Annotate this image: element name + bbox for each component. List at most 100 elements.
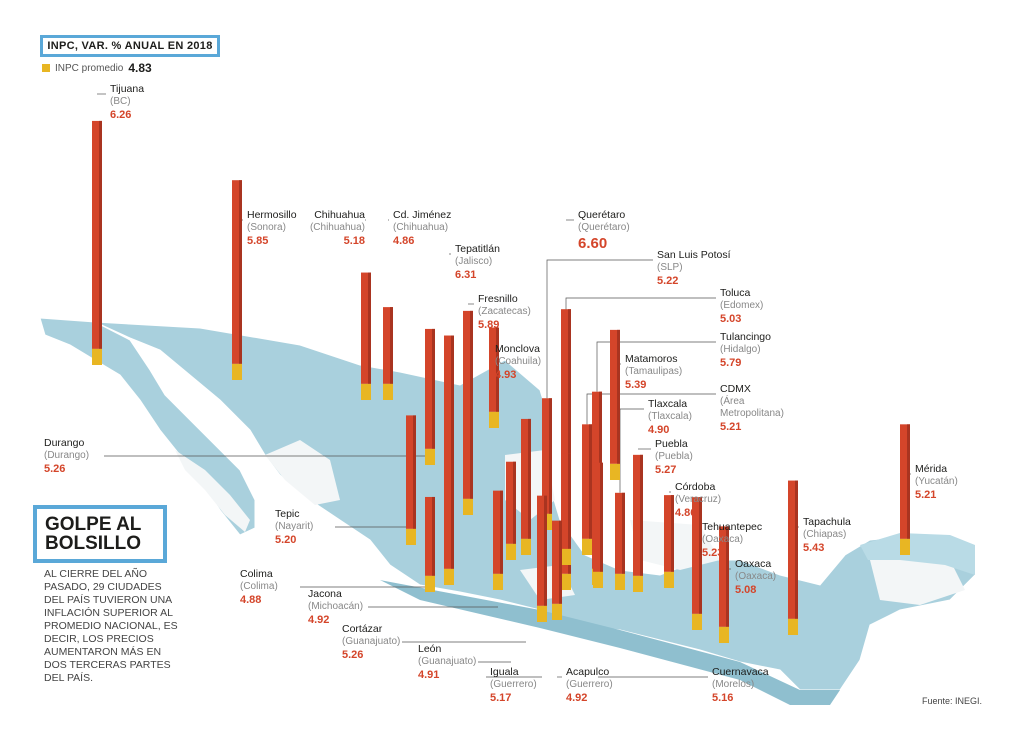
- city-value-tehuantepec: 5.23: [702, 547, 723, 559]
- bar-average-leon: [506, 543, 516, 560]
- city-state-acapulco: (Guerrero): [566, 679, 613, 690]
- city-name-cordoba: Córdoba: [675, 481, 715, 493]
- city-value-fresnillo: 5.89: [478, 319, 499, 331]
- bar-tijuana: [92, 120, 102, 349]
- bar-san-luis-potosi: [542, 398, 552, 514]
- bar-average-colima: [425, 575, 435, 592]
- city-value-hermosillo: 5.85: [247, 235, 268, 247]
- bar-shade-cordoba: [671, 495, 674, 572]
- city-state-tlaxcala: (Tlaxcala): [648, 411, 692, 422]
- city-value-matamoros: 5.39: [625, 379, 646, 391]
- bar-average-merida: [900, 538, 910, 555]
- city-state-tijuana: (BC): [110, 96, 131, 107]
- city-state-cordoba: (Veracruz): [675, 494, 721, 505]
- city-labels: Tijuana(BC) 6.26 Hermosillo(Sonora) 5.85 Chi…: [44, 83, 958, 704]
- city-value-tepatitlan: 6.31: [455, 269, 476, 281]
- city-value-cd-jimenez: 4.86: [393, 235, 414, 247]
- city-state-colima: (Colima): [240, 581, 278, 592]
- bar-average-fresnillo: [463, 498, 473, 515]
- bar-cd-jimenez: [383, 307, 393, 384]
- city-name-tulancingo: Tulancingo: [720, 331, 771, 343]
- city-value-san-luis-potosi: 5.22: [657, 275, 678, 287]
- bar-shade-iguala: [544, 495, 547, 606]
- bar-shade-leon: [513, 461, 516, 544]
- average-label: INPC promedio: [55, 62, 124, 74]
- bar-average-tapachula: [788, 618, 798, 635]
- bar-average-cortazar: [521, 538, 531, 555]
- bar-shade-cdmx: [589, 424, 592, 539]
- city-state-monclova: (Coahuila): [495, 356, 541, 367]
- city-state-leon: (Guanajuato): [418, 656, 476, 667]
- city-name-tijuana: Tijuana: [110, 83, 144, 95]
- city-state-queretaro: (Querétaro): [578, 222, 630, 233]
- city-name-merida: Mérida: [915, 463, 947, 475]
- bar-average-cuernavaca: [593, 571, 603, 588]
- city-name-hermosillo: Hermosillo: [247, 209, 297, 221]
- bar-shade-monclova: [496, 327, 499, 412]
- bar-fresnillo: [463, 310, 473, 499]
- city-value-puebla: 5.27: [655, 464, 676, 476]
- bar-shade-toluca: [568, 453, 571, 549]
- bar-matamoros: [610, 329, 620, 464]
- bars: [92, 120, 910, 643]
- sidebar-body: Al cierre del año pasado, 29 ciudades de…: [44, 568, 178, 684]
- average-value: 4.83: [128, 61, 152, 75]
- bar-shade-fresnillo: [470, 310, 473, 499]
- city-state-tehuantepec: (Oaxaca): [702, 534, 743, 545]
- city-name-cortazar: Cortázar: [342, 623, 383, 635]
- bar-colima: [425, 496, 435, 576]
- bar-average-queretaro: [561, 573, 571, 590]
- bar-shade-acapulco: [559, 520, 562, 604]
- city-state-2-cdmx: Metropolitana): [720, 408, 784, 419]
- bar-cuernavaca: [593, 462, 603, 572]
- bar-average-puebla: [633, 575, 643, 592]
- chart-title-box: INPC, VAR. % ANUAL EN 2018: [40, 35, 220, 57]
- bar-tlaxcala: [615, 492, 625, 574]
- city-name-monclova: Monclova: [495, 343, 540, 355]
- city-name-tepatitlan: Tepatitlán: [455, 243, 500, 255]
- city-state-cdmx: (Área: [720, 394, 745, 407]
- bar-shade-jacona: [500, 490, 503, 574]
- bar-tehuantepec: [692, 497, 702, 614]
- bar-puebla: [633, 454, 643, 576]
- city-state-cuernavaca: (Morelos): [712, 679, 754, 690]
- bar-average-tehuantepec: [692, 613, 702, 630]
- bar-shade-cuernavaca: [600, 462, 603, 572]
- bar-average-tlaxcala: [615, 573, 625, 590]
- bar-average-cordoba: [664, 571, 674, 588]
- city-name-durango: Durango: [44, 437, 84, 449]
- city-state-oaxaca: (Oaxaca): [735, 571, 776, 582]
- city-value-merida: 5.21: [915, 489, 936, 501]
- bar-oaxaca: [719, 526, 729, 627]
- city-state-cd-jimenez: (Chihuahua): [393, 222, 448, 233]
- city-value-monclova: 4.93: [495, 369, 516, 381]
- sidebar-title-box: GOLPE AL BOLSILLO: [33, 505, 167, 563]
- mainland-shade: [380, 580, 840, 705]
- bar-shade-tepatitlan: [451, 335, 454, 569]
- city-name-matamoros: Matamoros: [625, 353, 678, 365]
- bar-tapachula: [788, 480, 798, 619]
- bar-average-hermosillo: [232, 363, 242, 380]
- bar-shade-puebla: [640, 454, 643, 576]
- bar-merida: [900, 424, 910, 539]
- city-value-cortazar: 5.26: [342, 649, 363, 661]
- city-value-tulancingo: 5.79: [720, 357, 741, 369]
- city-state-iguala: (Guerrero): [490, 679, 537, 690]
- city-value-durango: 5.26: [44, 463, 65, 475]
- city-name-san-luis-potosi: San Luis Potosí: [657, 249, 731, 261]
- bar-shade-tlaxcala: [622, 492, 625, 574]
- city-value-toluca: 5.03: [720, 313, 741, 325]
- city-state-hermosillo: (Sonora): [247, 222, 286, 233]
- city-name-chihuahua: Chihuahua: [314, 209, 365, 221]
- city-name-cdmx: CDMX: [720, 383, 751, 395]
- bar-shade-hermosillo: [239, 180, 242, 364]
- city-state-puebla: (Puebla): [655, 451, 693, 462]
- city-state-cortazar: (Guanajuato): [342, 636, 400, 647]
- city-name-tehuantepec: Tehuantepec: [702, 521, 762, 533]
- bar-shade-chihuahua: [368, 272, 371, 384]
- city-state-matamoros: (Tamaulipas): [625, 366, 682, 377]
- city-name-iguala: Iguala: [490, 666, 519, 678]
- city-name-cd-jimenez: Cd. Jiménez: [393, 209, 451, 221]
- city-value-tijuana: 6.26: [110, 109, 131, 121]
- city-name-colima: Colima: [240, 568, 273, 580]
